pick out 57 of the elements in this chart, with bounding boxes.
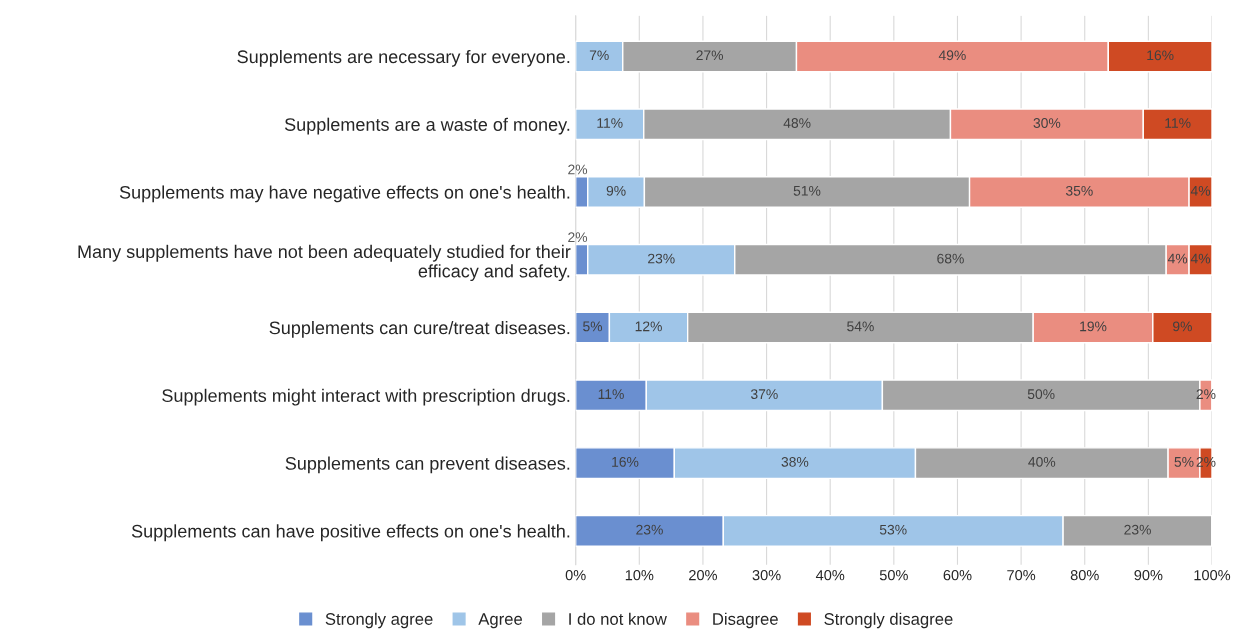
y-tick-label: Supplements may have negative effects on one's health.	[119, 185, 570, 203]
y-tick-label: Many supplements have not been adequately studied for their efficacy and safety.	[78, 244, 571, 282]
x-tick-label: 100%	[1194, 569, 1231, 581]
data-label: 48%	[783, 118, 811, 128]
data-label: 35%	[1065, 185, 1093, 196]
x-tick-label: 70%	[1007, 569, 1036, 581]
data-label: 68%	[937, 253, 964, 264]
x-tick-label: 50%	[879, 569, 908, 581]
legend-label: Strongly agree	[325, 612, 433, 629]
data-label: 16%	[612, 456, 639, 467]
data-label: 4%	[1190, 253, 1211, 264]
data-label: 9%	[1173, 321, 1192, 332]
y-tick-label: Supplements can have positive effects on one's health.	[131, 524, 570, 542]
data-label: 49%	[938, 50, 966, 61]
y-tick-label: Supplements can prevent diseases.	[285, 456, 570, 474]
data-label: 12%	[635, 321, 662, 332]
data-label: 51%	[793, 185, 821, 196]
x-tick-label: 60%	[943, 569, 972, 581]
y-tick-label: Supplements are necessary for everyone.	[237, 49, 570, 67]
data-label: 5%	[583, 321, 603, 332]
y-tick-label: Supplements might interact with prescription drugs.	[162, 388, 570, 406]
legend-label: Disagree	[713, 612, 778, 629]
y-tick-label: Supplements are a waste of money.	[284, 117, 570, 135]
legend-label: Agree	[478, 613, 523, 629]
data-label: 23%	[1124, 524, 1151, 535]
y-tick-label: Supplements can cure/treat diseases.	[269, 320, 570, 338]
x-tick-label: 20%	[689, 569, 718, 581]
data-label: 5%	[1174, 457, 1194, 467]
x-tick-label: 90%	[1134, 569, 1163, 581]
data-label: 7%	[589, 50, 609, 61]
data-label: 2%	[568, 232, 588, 243]
legend-label: Strongly disagree	[824, 612, 953, 629]
data-label: 11%	[598, 389, 624, 399]
data-label: 37%	[750, 389, 778, 400]
x-tick-label: 0%	[565, 569, 586, 581]
data-label: 38%	[781, 456, 809, 467]
data-label: 4%	[1190, 185, 1211, 196]
x-tick-label: 40%	[815, 569, 845, 581]
data-label: 54%	[847, 321, 874, 332]
data-label: 2%	[568, 164, 588, 175]
data-label: 9%	[606, 185, 626, 196]
data-label: 50%	[1027, 389, 1055, 400]
data-label: 30%	[1033, 118, 1061, 128]
data-label: 27%	[696, 50, 724, 61]
data-label: 23%	[648, 253, 675, 264]
data-label: 4%	[1167, 253, 1188, 264]
x-tick-label: 10%	[625, 569, 654, 581]
data-label: 40%	[1028, 456, 1056, 467]
data-label: 53%	[879, 524, 907, 535]
x-tick-label: 80%	[1070, 569, 1099, 581]
data-label: 23%	[636, 524, 663, 535]
legend-label: I do not know	[569, 612, 667, 625]
data-label: 11%	[1165, 118, 1191, 128]
data-label: 19%	[1080, 321, 1107, 332]
data-label: 11%	[597, 118, 623, 128]
x-tick-label: 30%	[752, 569, 781, 581]
data-label: 16%	[1147, 50, 1174, 61]
